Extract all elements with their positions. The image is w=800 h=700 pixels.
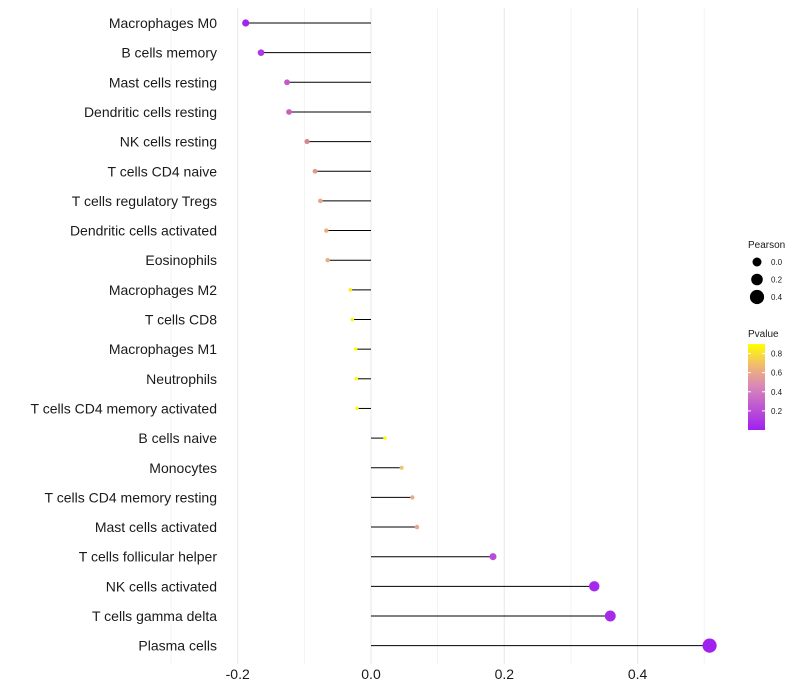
legend-pearson-dot <box>752 257 762 267</box>
legend-pearson-title: Pearson <box>748 240 785 251</box>
lollipop-point <box>284 79 290 86</box>
y-tick-label: T cells gamma delta <box>92 608 217 624</box>
lollipop-point <box>318 198 323 204</box>
legend-pvalue-colorbar <box>748 344 765 430</box>
legend-pvalue-label: 0.8 <box>771 350 783 359</box>
y-axis-labels: Macrophages M0 B cells memory Mast cells r… <box>31 15 218 654</box>
lollipop-points <box>242 19 717 653</box>
legend: Pearson 0.0 0.2 0.4 Pvalue 0.2 0.4 0.6 0.8 <box>748 240 785 430</box>
y-tick-label: NK cells activated <box>106 578 217 594</box>
lollipop-point <box>399 465 404 470</box>
x-axis-labels: -0.2 0.0 0.2 0.4 <box>226 666 648 682</box>
lollipop-point <box>353 347 358 351</box>
lollipop-point <box>286 109 292 115</box>
y-tick-label: Macrophages M1 <box>109 341 217 357</box>
lollipop-point <box>604 610 616 622</box>
y-tick-label: T cells CD4 memory resting <box>45 489 217 505</box>
lollipop-point <box>257 49 265 56</box>
y-tick-label: Mast cells activated <box>95 519 217 535</box>
y-tick-label: NK cells resting <box>120 134 217 150</box>
legend-pvalue-label: 0.2 <box>771 407 783 416</box>
y-tick-label: Macrophages M2 <box>109 282 217 298</box>
legend-pearson-label: 0.2 <box>771 276 783 285</box>
y-tick-label: T cells CD8 <box>145 312 217 328</box>
lollipop-point <box>312 168 318 174</box>
lollipop-point <box>410 495 415 500</box>
x-tick-label: 0.4 <box>628 666 648 682</box>
legend-pearson-dot <box>749 289 765 305</box>
lollipop-point <box>348 288 353 292</box>
y-tick-label: Dendritic cells resting <box>84 104 217 120</box>
lollipop-point <box>489 553 497 561</box>
y-tick-label: Macrophages M0 <box>109 15 217 31</box>
y-tick-label: Dendritic cells activated <box>70 223 217 239</box>
y-tick-label: T cells CD4 naive <box>108 163 218 179</box>
legend-pearson-dot <box>751 273 763 286</box>
lollipop-point <box>355 406 359 411</box>
legend-pearson-label: 0.4 <box>771 293 783 302</box>
lollipop-point <box>350 317 355 322</box>
lollipop-segments <box>245 22 710 647</box>
lollipop-point <box>324 228 329 233</box>
y-tick-label: T cells follicular helper <box>79 549 218 565</box>
x-tick-label: 0.2 <box>495 666 515 682</box>
legend-pvalue-title: Pvalue <box>748 329 779 340</box>
lollipop-point <box>414 524 420 530</box>
lollipop-point <box>242 19 250 27</box>
y-tick-label: T cells regulatory Tregs <box>72 193 217 209</box>
legend-pearson-label: 0.0 <box>771 258 783 267</box>
y-tick-label: B cells memory <box>121 45 217 61</box>
legend-pvalue-label: 0.6 <box>771 369 783 378</box>
lollipop-point <box>325 257 330 263</box>
lollipop-point <box>589 581 600 592</box>
y-tick-label: Plasma cells <box>138 638 217 654</box>
legend-pvalue-ticks: 0.2 0.4 0.6 0.8 <box>748 350 783 416</box>
lollipop-point <box>383 436 387 440</box>
lollipop-point <box>354 377 359 381</box>
y-tick-label: Eosinophils <box>145 252 217 268</box>
y-tick-label: Mast cells resting <box>109 74 217 90</box>
legend-pvalue-label: 0.4 <box>771 388 783 397</box>
x-tick-label: -0.2 <box>226 666 250 682</box>
y-tick-label: Neutrophils <box>146 371 217 387</box>
legend-pearson-items: 0.0 0.2 0.4 <box>749 257 783 305</box>
y-tick-label: Monocytes <box>149 460 217 476</box>
lollipop-point <box>702 638 717 653</box>
y-tick-label: B cells naive <box>138 430 217 446</box>
lollipop-point <box>304 139 310 145</box>
x-tick-label: 0.0 <box>361 666 381 682</box>
grid-lines <box>170 8 705 664</box>
y-tick-label: T cells CD4 memory activated <box>31 400 217 416</box>
